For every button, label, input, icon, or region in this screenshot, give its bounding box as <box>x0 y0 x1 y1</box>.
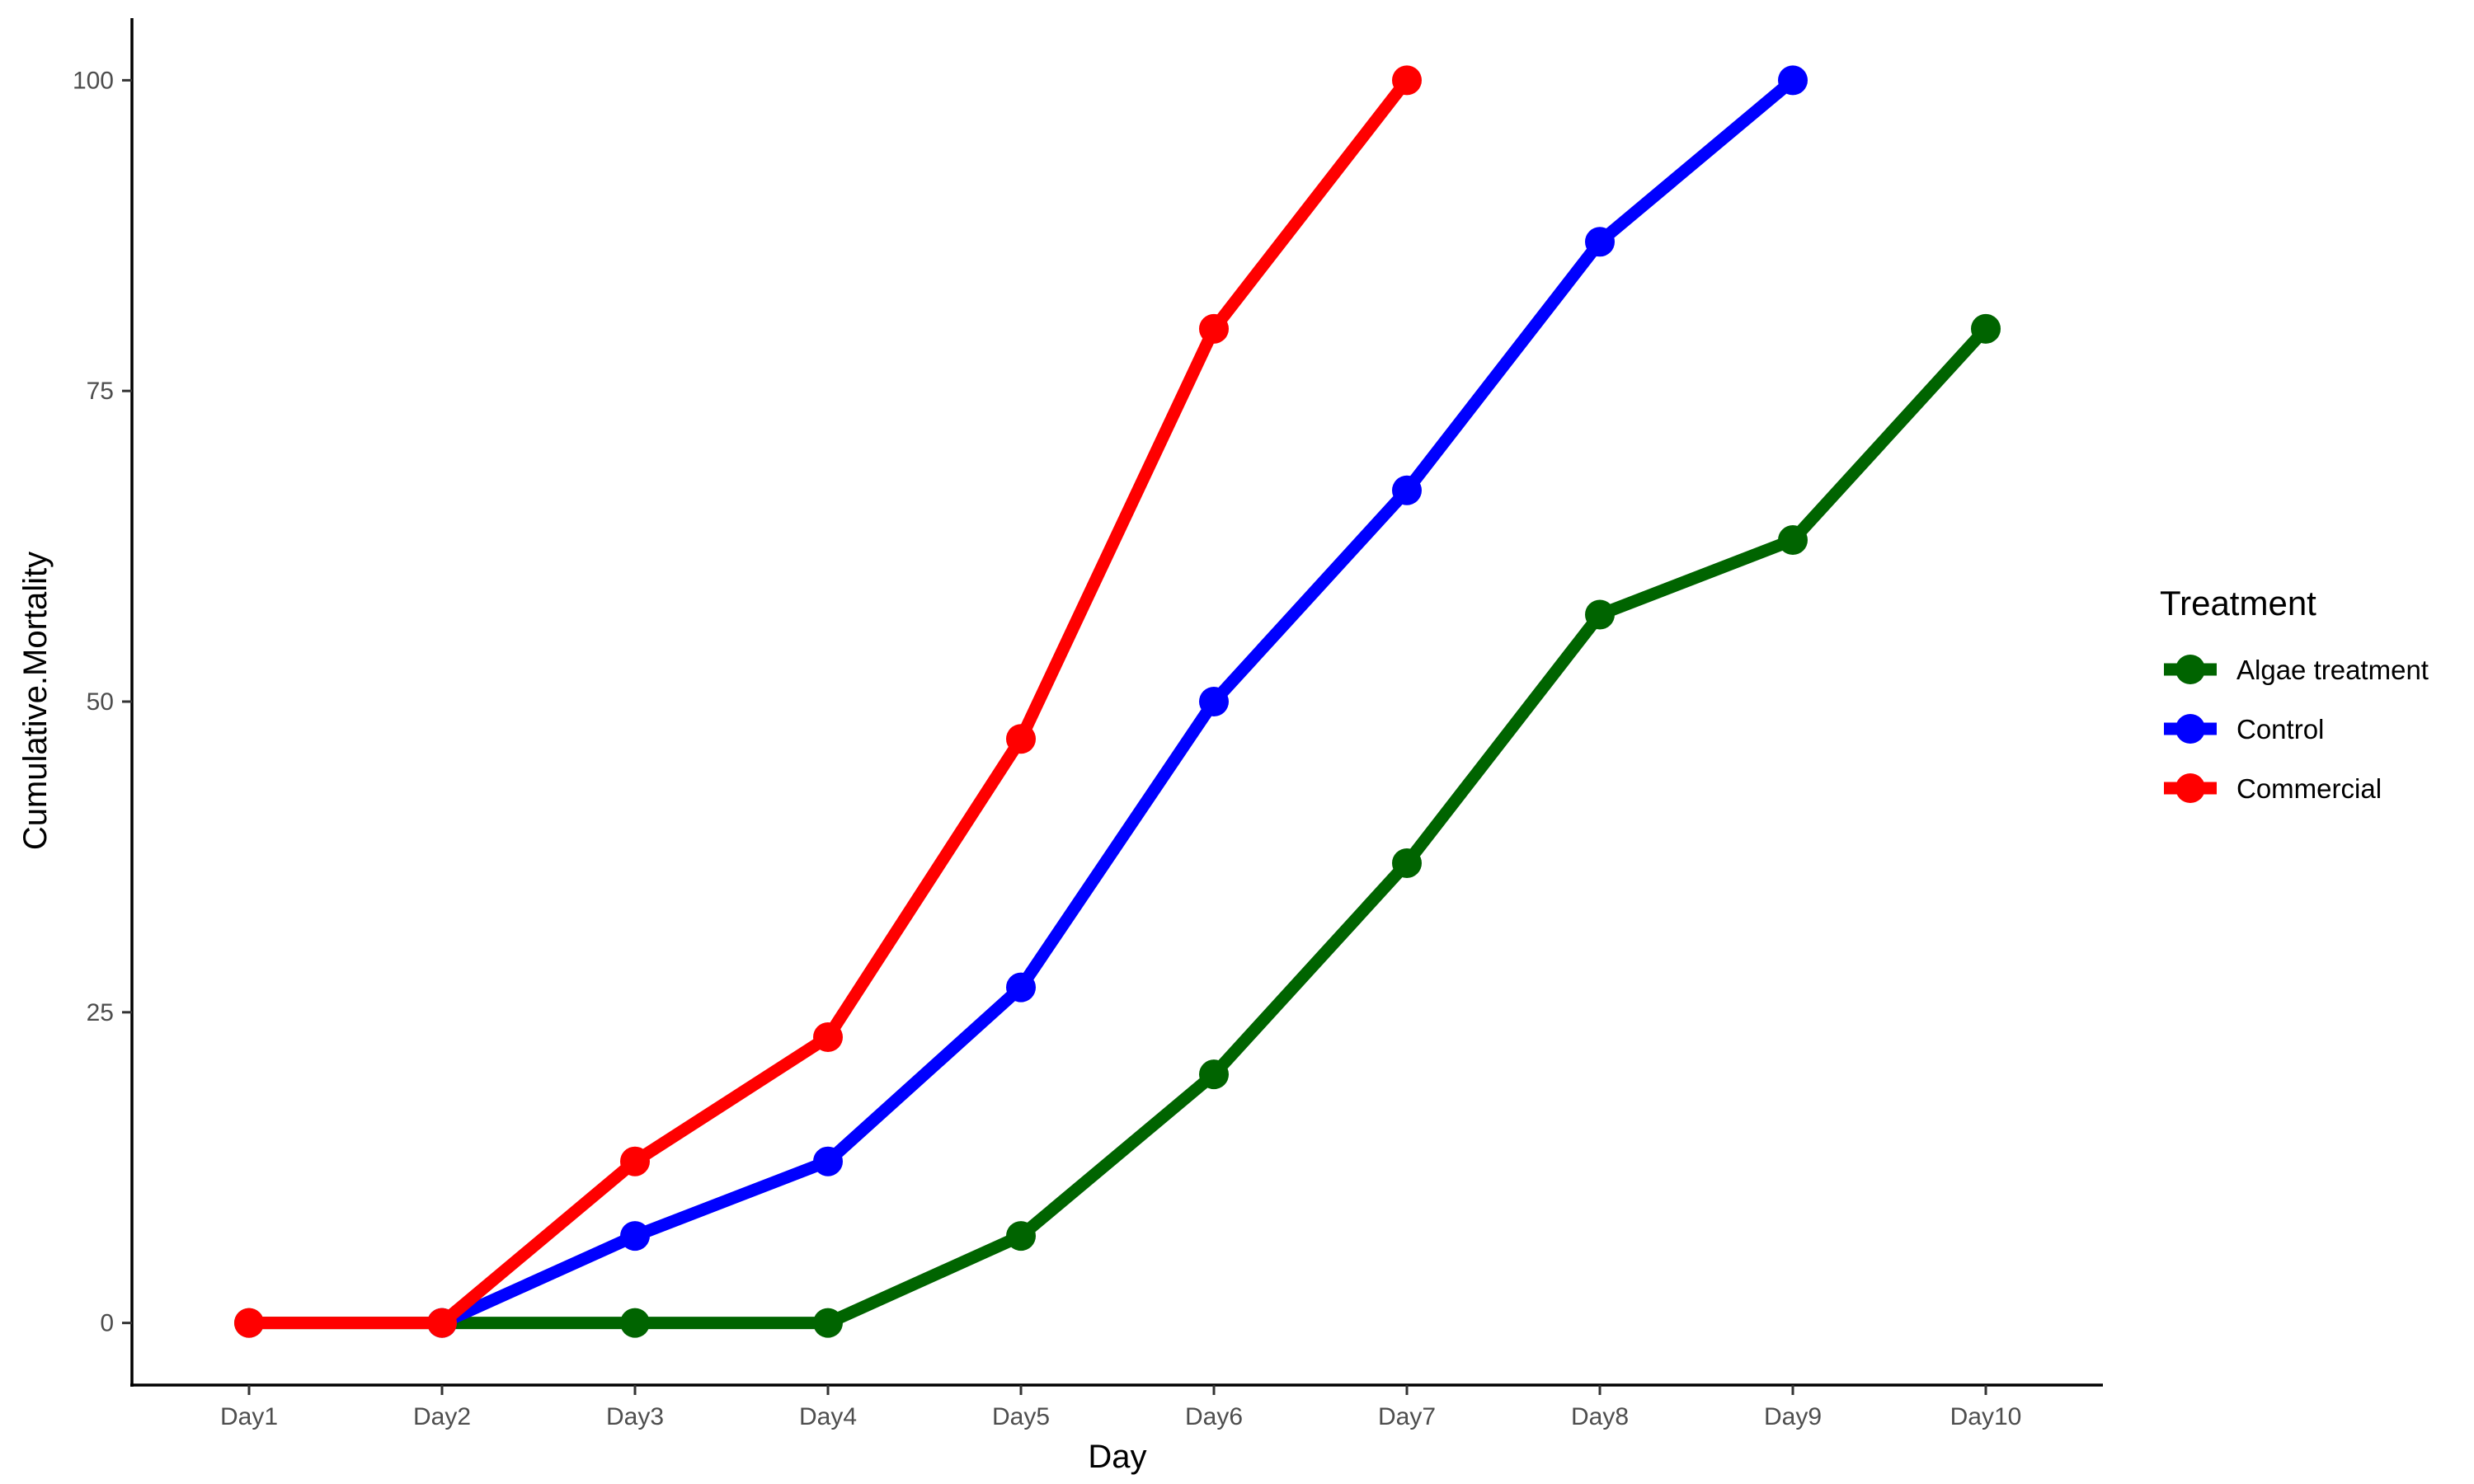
legend-items: Algae treatment Control Commercial <box>2164 655 2429 804</box>
series-commercial <box>234 65 1422 1338</box>
data-point <box>813 1021 843 1052</box>
x-tick-label: Day10 <box>1950 1403 2022 1430</box>
y-tick-label: 100 <box>73 67 114 94</box>
legend-point-key <box>2175 714 2205 744</box>
y-tick-label: 25 <box>87 999 114 1026</box>
x-tick-label: Day6 <box>1185 1403 1243 1430</box>
legend: Treatment Algae treatment Control Commerci… <box>2160 584 2429 804</box>
data-point <box>620 1221 650 1252</box>
series-line <box>249 76 1412 1330</box>
data-point <box>1199 687 1229 716</box>
data-point <box>1392 848 1422 878</box>
legend-label: Algae treatment <box>2236 655 2429 685</box>
data-point <box>1585 227 1615 257</box>
series-line <box>439 75 1797 1329</box>
legend-label: Commercial <box>2236 773 2382 804</box>
data-point <box>813 1146 843 1176</box>
y-axis-ticks: 0 25 50 75 100 <box>73 67 132 1337</box>
data-point <box>1006 972 1036 1003</box>
series-line <box>249 324 1991 1330</box>
data-point <box>1006 724 1036 754</box>
data-point <box>1778 525 1808 556</box>
y-tick-label: 75 <box>87 378 114 405</box>
legend-item: Control <box>2164 714 2324 744</box>
y-tick-label: 50 <box>87 688 114 716</box>
data-point <box>620 1146 650 1176</box>
x-tick-label: Day1 <box>220 1403 278 1430</box>
data-point <box>1199 1059 1229 1090</box>
data-point <box>620 1308 650 1338</box>
legend-item: Algae treatment <box>2164 655 2429 685</box>
x-tick-label: Day8 <box>1571 1403 1629 1430</box>
y-axis-title: Cumulative.Mortality <box>17 552 54 850</box>
data-point <box>1006 1221 1036 1252</box>
data-series <box>234 65 2001 1338</box>
x-tick-label: Day7 <box>1378 1403 1436 1430</box>
y-tick-label: 0 <box>100 1310 114 1337</box>
data-point <box>427 1308 457 1338</box>
legend-point-key <box>2175 655 2205 684</box>
data-point <box>1392 475 1422 505</box>
x-tick-label: Day5 <box>992 1403 1050 1430</box>
x-tick-label: Day2 <box>413 1403 471 1430</box>
data-point <box>234 1308 264 1338</box>
legend-point-key <box>2175 773 2205 803</box>
x-axis-ticks: Day1 Day2 Day3 Day4 Day5 Day6 Day7 Day8 Day9 Day1… <box>220 1385 2021 1430</box>
x-tick-label: Day9 <box>1764 1403 1822 1430</box>
x-axis-title: Day <box>1088 1439 1146 1475</box>
series-algae-treatment <box>234 313 2001 1338</box>
data-point <box>1778 65 1808 96</box>
x-tick-label: Day4 <box>799 1403 857 1430</box>
legend-label: Control <box>2236 714 2324 744</box>
data-point <box>813 1308 843 1338</box>
data-point <box>1199 313 1229 344</box>
data-point <box>1971 313 2001 344</box>
data-point <box>1392 65 1422 96</box>
x-tick-label: Day3 <box>606 1403 664 1430</box>
legend-item: Commercial <box>2164 773 2382 804</box>
data-point <box>1585 599 1615 630</box>
legend-title: Treatment <box>2160 584 2316 622</box>
